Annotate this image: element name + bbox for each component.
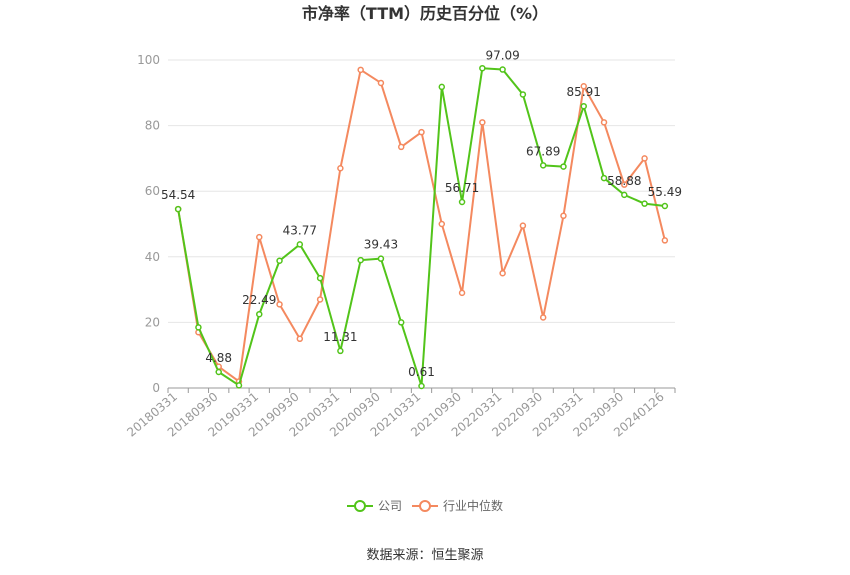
data-label: 54.54 [161,188,195,202]
data-point[interactable] [418,382,425,390]
data-point[interactable] [580,102,587,110]
data-point[interactable] [539,314,547,321]
legend-item-company[interactable]: 公司 [347,499,402,513]
data-label: 67.89 [526,144,560,158]
legend-item-industry[interactable]: 行业中位数 [412,498,503,513]
data-label: 56.71 [445,181,479,195]
data-point[interactable] [418,128,425,136]
data-point[interactable] [661,237,669,244]
data-label: 0.61 [408,365,435,379]
data-point[interactable] [499,269,506,277]
data-label: 43.77 [283,223,317,237]
legend-marker-industry [419,500,431,512]
data-point[interactable] [560,163,567,170]
data-point[interactable] [621,181,628,188]
data-point[interactable] [641,155,648,162]
data-point[interactable] [560,212,567,220]
data-point[interactable] [519,222,527,229]
data-point[interactable] [256,310,263,318]
data-point[interactable] [458,289,466,297]
series-layer [174,64,669,390]
series-line-company [177,67,665,387]
data-label: 85.91 [567,85,601,99]
y-tick-label: 20 [145,315,160,329]
y-tick-label: 40 [145,250,160,264]
legend-marker-company [354,500,366,512]
y-axis: 0 20 40 60 80 100 [137,53,160,395]
legend[interactable]: 公司 行业中位数 [347,498,503,513]
data-labels: 54.54 4.88 22.49 43.77 11.31 39.43 0.61 56.71 97… [161,49,682,379]
data-label: 55.49 [648,185,682,199]
data-point[interactable] [397,319,405,326]
y-tick-label: 0 [152,381,160,395]
grid [168,59,675,323]
data-point[interactable] [661,202,669,210]
data-point[interactable] [174,205,182,213]
data-point[interactable] [519,91,527,98]
data-point[interactable] [600,119,608,126]
data-point[interactable] [438,220,446,228]
data-point[interactable] [337,347,344,355]
data-label: 22.49 [242,293,276,307]
data-point[interactable] [479,64,486,72]
data-point[interactable] [377,255,385,262]
source-note: 数据来源：恒生聚源 [366,548,483,563]
data-label: 58.88 [607,174,641,188]
data-point[interactable] [296,241,304,248]
data-point[interactable] [357,256,364,264]
data-point[interactable] [276,301,283,308]
data-point[interactable] [296,335,304,343]
data-point[interactable] [458,198,466,206]
x-axis: 2018033120180930201903312019093020200331… [124,387,676,440]
y-tick-label: 60 [145,184,160,198]
data-point[interactable] [316,274,324,282]
legend-label-company: 公司 [378,499,402,513]
data-point[interactable] [580,82,587,90]
data-point[interactable] [357,66,364,74]
data-point[interactable] [337,164,344,172]
data-label: 4.88 [205,351,232,365]
data-point[interactable] [397,143,405,151]
series-line-industry [177,68,666,383]
data-label: 39.43 [364,238,398,252]
data-point[interactable] [438,83,446,91]
data-point[interactable] [195,324,202,331]
data-label: 11.31 [323,330,357,344]
data-point[interactable] [600,174,608,182]
data-point[interactable] [479,119,486,126]
y-tick-label: 100 [137,53,160,67]
data-point[interactable] [235,382,243,389]
data-point[interactable] [499,66,506,73]
data-point[interactable] [377,79,385,87]
data-point[interactable] [276,257,283,264]
data-point[interactable] [256,233,263,241]
data-point[interactable] [641,200,648,207]
y-tick-label: 80 [145,119,160,133]
data-point[interactable] [621,191,628,199]
chart-title: 市净率（TTM）历史百分位（%） [302,4,548,23]
data-label: 97.09 [485,49,519,63]
data-point[interactable] [539,162,547,169]
data-point[interactable] [215,368,222,376]
legend-label-industry: 行业中位数 [443,498,503,513]
data-point[interactable] [316,296,324,303]
